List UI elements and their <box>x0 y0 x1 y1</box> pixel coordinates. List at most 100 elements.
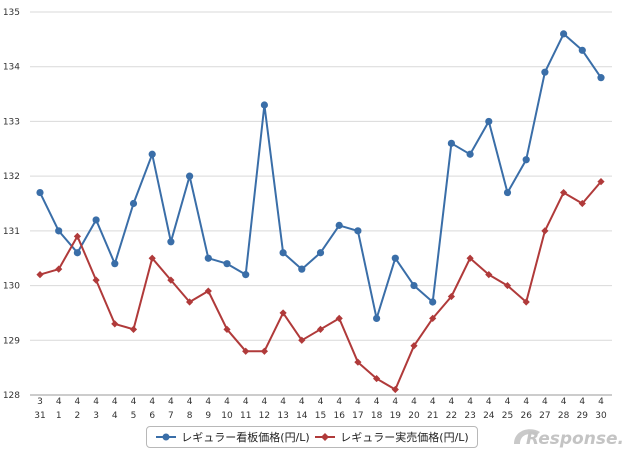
data-point <box>316 325 325 333</box>
data-point <box>186 298 194 306</box>
legend-item-actual: レギュラー実売価格(円/L) <box>314 429 469 445</box>
data-point <box>373 314 381 322</box>
data-point <box>298 265 306 273</box>
data-point <box>354 358 362 366</box>
data-point <box>429 298 437 306</box>
data-point <box>316 249 325 257</box>
x-tick-label-month: 4 <box>299 397 305 407</box>
x-tick-label-month: 4 <box>112 397 118 407</box>
x-tick-label-day: 25 <box>502 411 513 421</box>
x-tick-label-month: 4 <box>355 397 361 407</box>
y-tick-label: 132 <box>3 172 20 182</box>
watermark-text: Response. <box>526 429 624 449</box>
legend: レギュラー看板価格(円/L) レギュラー実売価格(円/L) <box>146 426 478 448</box>
x-tick-label-day: 30 <box>595 411 607 421</box>
x-tick-label-day: 14 <box>296 411 308 421</box>
x-tick-label-day: 6 <box>149 411 155 421</box>
x-tick-label-month: 4 <box>205 397 211 407</box>
data-point <box>503 188 512 197</box>
x-tick-label-month: 4 <box>224 397 230 407</box>
x-tick-label-month: 4 <box>411 397 417 407</box>
data-point <box>129 199 138 208</box>
data-point <box>55 265 63 273</box>
grid-lines <box>30 11 612 396</box>
x-tick-label-month: 4 <box>505 397 511 407</box>
x-tick-label-day: 11 <box>240 411 251 421</box>
y-tick-label: 129 <box>3 336 20 346</box>
x-tick-label-day: 18 <box>371 411 383 421</box>
y-tick-label: 131 <box>3 227 20 237</box>
data-point <box>167 238 175 246</box>
data-point <box>55 227 63 235</box>
data-point <box>148 150 156 158</box>
data-point <box>560 30 568 38</box>
y-tick-label: 135 <box>3 8 20 18</box>
data-point <box>522 156 530 164</box>
x-tick-label-month: 3 <box>37 397 43 407</box>
data-point <box>92 276 100 284</box>
x-tick-label-month: 4 <box>467 397 473 407</box>
x-tick-label-day: 29 <box>577 411 589 421</box>
data-point <box>167 276 175 284</box>
data-point <box>373 374 381 383</box>
data-point <box>298 336 306 344</box>
x-tick-label-month: 4 <box>486 397 492 407</box>
data-point <box>429 314 437 322</box>
x-tick-label-day: 26 <box>520 411 532 421</box>
x-tick-label-day: 2 <box>75 411 81 421</box>
x-tick-label-month: 4 <box>149 397 155 407</box>
data-point <box>354 227 362 235</box>
data-point <box>260 101 268 109</box>
x-tick-label-day: 23 <box>464 411 475 421</box>
x-tick-label-month: 4 <box>579 397 585 407</box>
x-tick-label-day: 7 <box>168 411 174 421</box>
legend-marker-circle-icon <box>156 433 177 441</box>
data-point <box>204 287 212 295</box>
x-tick-label-month: 4 <box>262 397 268 407</box>
data-point <box>410 281 418 290</box>
data-point <box>597 74 605 82</box>
x-tick-label-month: 4 <box>168 397 174 407</box>
x-tick-label-day: 19 <box>390 411 402 421</box>
data-point <box>335 314 343 322</box>
legend-label-signboard: レギュラー看板価格(円/L) <box>181 431 310 444</box>
x-tick-label-month: 4 <box>56 397 62 407</box>
x-tick-label-day: 1 <box>56 411 62 421</box>
x-tick-label-day: 27 <box>539 411 550 421</box>
legend-marker-diamond-icon <box>315 433 336 441</box>
x-tick-label-month: 4 <box>392 397 398 407</box>
x-tick-label-day: 24 <box>483 411 495 421</box>
data-point <box>541 227 549 235</box>
x-tick-label-month: 4 <box>75 397 81 407</box>
data-point <box>466 150 474 158</box>
legend-label-actual: レギュラー実売価格(円/L) <box>340 431 469 444</box>
x-tick-label-month: 4 <box>449 397 455 407</box>
series-signboard-price <box>36 30 605 322</box>
x-tick-label-month: 4 <box>523 397 529 407</box>
data-point <box>111 320 119 328</box>
x-tick-label-day: 4 <box>112 411 118 421</box>
data-point <box>36 188 44 197</box>
x-tick-label-month: 4 <box>131 397 137 407</box>
data-point <box>92 216 100 224</box>
data-point <box>560 188 568 197</box>
x-tick-label-month: 4 <box>318 397 324 407</box>
data-point <box>148 254 156 262</box>
x-tick-label-month: 4 <box>280 397 286 407</box>
x-tick-label-day: 20 <box>408 411 420 421</box>
data-point <box>260 347 268 355</box>
x-tick-label-day: 9 <box>205 411 211 421</box>
data-point <box>242 271 250 279</box>
data-point <box>73 249 81 257</box>
x-tick-label-month: 4 <box>598 397 604 407</box>
data-point <box>223 260 231 268</box>
x-tick-label-day: 5 <box>131 411 137 421</box>
x-tick-label-day: 10 <box>221 411 233 421</box>
x-tick-label-month: 4 <box>336 397 342 407</box>
data-point <box>597 178 605 186</box>
x-tick-label-month: 4 <box>561 397 567 407</box>
data-point <box>578 46 586 54</box>
data-point <box>335 221 343 229</box>
data-point <box>204 254 212 262</box>
data-point <box>503 281 512 290</box>
